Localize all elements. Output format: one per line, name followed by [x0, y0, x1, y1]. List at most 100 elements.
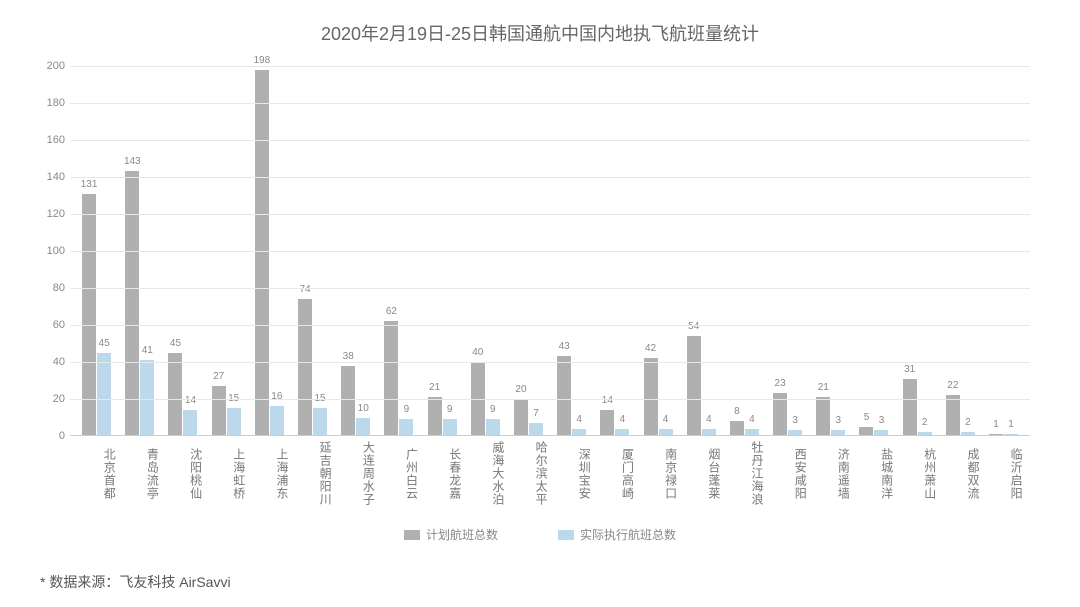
y-tick: 120	[47, 208, 65, 220]
x-tick-label: 广州白云	[377, 436, 420, 506]
chart-title: 2020年2月19日-25日韩国通航中国内地执飞航班量统计	[40, 20, 1040, 46]
y-tick: 200	[47, 60, 65, 72]
gridline	[70, 251, 1030, 252]
gridline	[70, 214, 1030, 215]
bar-value-label: 21	[429, 382, 440, 393]
bar: 21	[428, 397, 442, 436]
footnote: * 数据来源：飞友科技 AirSavvi	[40, 572, 231, 592]
bar-value-label: 4	[576, 414, 582, 425]
gridline	[70, 288, 1030, 289]
bar-value-label: 14	[185, 395, 196, 406]
bar: 143	[125, 171, 139, 436]
bar-value-label: 74	[299, 284, 310, 295]
bar: 27	[212, 386, 226, 436]
bar: 20	[514, 399, 528, 436]
y-tick: 0	[59, 430, 65, 442]
bar-value-label: 4	[706, 414, 712, 425]
y-tick: 140	[47, 171, 65, 183]
bar-value-label: 45	[170, 338, 181, 349]
bar: 54	[687, 336, 701, 436]
x-tick-label: 西安咸阳	[766, 436, 809, 506]
legend-label: 计划航班总数	[426, 526, 498, 543]
bar-value-label: 45	[99, 338, 110, 349]
x-tick-label: 大连周水子	[334, 436, 377, 506]
y-tick: 40	[53, 356, 65, 368]
bar: 16	[270, 406, 284, 436]
bar-value-label: 143	[124, 156, 141, 167]
bar-value-label: 1	[1008, 419, 1014, 430]
x-tick-label: 延吉朝阳川	[291, 436, 334, 506]
legend-item: 计划航班总数	[404, 526, 498, 543]
bar-value-label: 38	[343, 351, 354, 362]
bar-value-label: 14	[602, 395, 613, 406]
bar-value-label: 8	[734, 406, 740, 417]
bar-value-label: 62	[386, 306, 397, 317]
bar-value-label: 41	[142, 345, 153, 356]
x-tick-label: 杭州萧山	[896, 436, 939, 506]
bar: 45	[168, 353, 182, 436]
y-tick: 60	[53, 319, 65, 331]
bar-value-label: 4	[620, 414, 626, 425]
gridline	[70, 177, 1030, 178]
x-tick-label: 上海浦东	[248, 436, 291, 506]
legend-swatch	[558, 530, 574, 540]
bar-value-label: 7	[533, 408, 539, 419]
bar: 45	[97, 353, 111, 436]
bar-value-label: 131	[81, 179, 98, 190]
bar-value-label: 2	[922, 417, 928, 428]
x-tick-label: 沈阳桃仙	[161, 436, 204, 506]
bar: 15	[313, 408, 327, 436]
x-tick-label: 深圳宝安	[550, 436, 593, 506]
bar: 62	[384, 321, 398, 436]
bar: 31	[903, 379, 917, 436]
x-tick-label: 北京首都	[75, 436, 118, 506]
bar-value-label: 198	[254, 55, 271, 66]
bar-value-label: 23	[775, 378, 786, 389]
legend-label: 实际执行航班总数	[580, 526, 676, 543]
bar-value-label: 4	[663, 414, 669, 425]
x-tick-label: 青岛流亭	[118, 436, 161, 506]
plot-area: 020406080100120140160180200 131451434145…	[70, 66, 1030, 436]
bar: 42	[644, 358, 658, 436]
bar-value-label: 22	[947, 380, 958, 391]
legend-item: 实际执行航班总数	[558, 526, 676, 543]
bar: 22	[946, 395, 960, 436]
y-axis: 020406080100120140160180200	[40, 66, 70, 436]
bar-value-label: 54	[688, 321, 699, 332]
y-tick: 80	[53, 282, 65, 294]
x-tick-label: 哈尔滨太平	[507, 436, 550, 506]
gridline	[70, 66, 1030, 67]
x-tick-label: 南京禄口	[636, 436, 679, 506]
x-tick-label: 长春龙嘉	[421, 436, 464, 506]
bar: 10	[356, 418, 370, 437]
bar-value-label: 21	[818, 382, 829, 393]
bar: 9	[399, 419, 413, 436]
x-tick-label: 济南遥墙	[809, 436, 852, 506]
bar-value-label: 31	[904, 364, 915, 375]
bar-value-label: 40	[472, 347, 483, 358]
bar: 74	[298, 299, 312, 436]
x-tick-label: 威海大水泊	[464, 436, 507, 506]
bar: 8	[730, 421, 744, 436]
gridline	[70, 103, 1030, 104]
gridline	[70, 140, 1030, 141]
bar: 9	[486, 419, 500, 436]
x-tick-label: 成都双流	[939, 436, 982, 506]
legend: 计划航班总数 实际执行航班总数	[40, 526, 1040, 543]
y-tick: 20	[53, 393, 65, 405]
bar-value-label: 3	[836, 415, 842, 426]
bar-value-label: 2	[965, 417, 971, 428]
x-tick-label: 临沂启阳	[982, 436, 1025, 506]
bar-value-label: 1	[993, 419, 999, 430]
bar-value-label: 9	[490, 404, 496, 415]
x-tick-label: 厦门高崎	[593, 436, 636, 506]
bar-value-label: 16	[271, 391, 282, 402]
bar-value-label: 3	[879, 415, 885, 426]
bar: 14	[183, 410, 197, 436]
bar-value-label: 9	[404, 404, 410, 415]
bar-value-label: 20	[515, 384, 526, 395]
y-tick: 160	[47, 134, 65, 146]
bar-value-label: 3	[792, 415, 798, 426]
x-tick-label: 烟台蓬莱	[680, 436, 723, 506]
bar: 198	[255, 70, 269, 436]
